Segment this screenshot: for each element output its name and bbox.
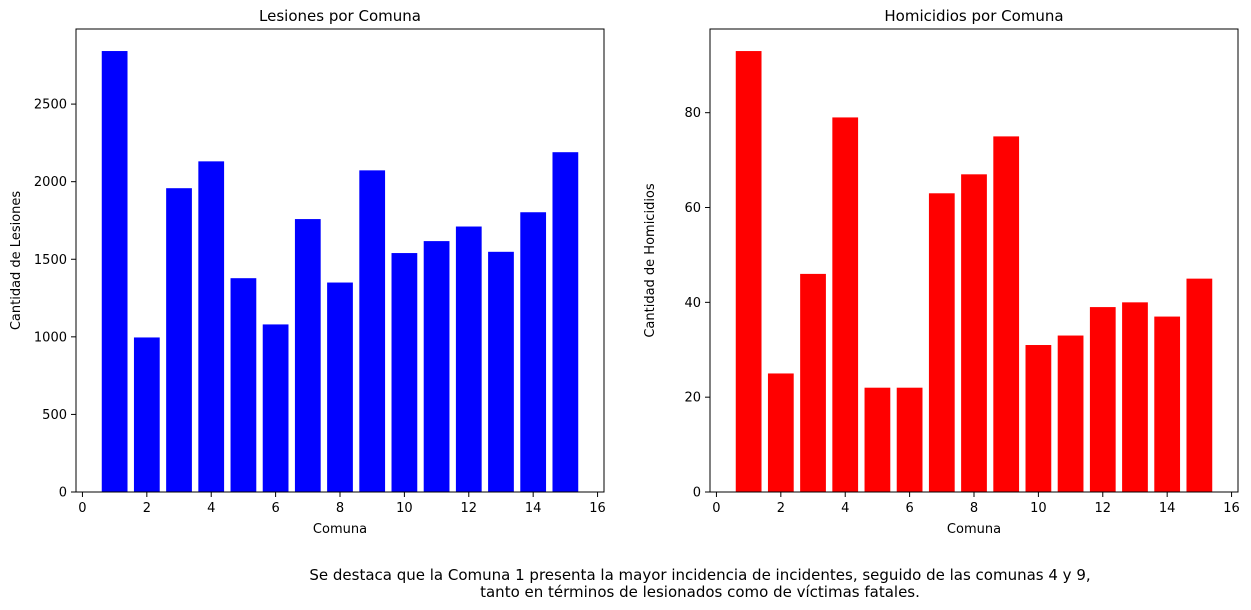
lesiones-bar-9	[359, 170, 386, 492]
lesiones-bar-6	[262, 324, 289, 492]
homicidios-bar-13	[1122, 302, 1148, 492]
homicidios-bar-14	[1154, 316, 1181, 492]
homicidios-ytick-label-40: 40	[684, 296, 701, 311]
homicidios-xtick-label-0: 0	[712, 501, 720, 516]
lesiones-xtick-label-16: 16	[589, 501, 606, 516]
lesiones-bar-14	[520, 212, 547, 492]
homicidios-ytick-label-20: 20	[684, 391, 701, 406]
lesiones-ylabel: Cantidad de Lesiones	[9, 191, 24, 331]
lesiones-bar-5	[230, 278, 257, 492]
homicidios-bar-12	[1089, 307, 1116, 492]
homicidios-ylabel: Cantidad de Homicidios	[643, 183, 658, 338]
homicidios-bar-8	[961, 174, 987, 492]
lesiones-xtick-label-14: 14	[525, 501, 542, 516]
caption-line-2: tanto en términos de lesionados como de …	[480, 583, 920, 601]
homicidios-xtick-label-6: 6	[905, 501, 913, 516]
lesiones-bar-7	[294, 219, 321, 492]
lesiones-title: Lesiones por Comuna	[259, 7, 421, 25]
homicidios-ytick-label-0: 0	[693, 486, 701, 501]
homicidios-xtick-label-10: 10	[1030, 501, 1047, 516]
lesiones-bar-4	[198, 161, 225, 492]
homicidios-xtick-label-14: 14	[1159, 501, 1176, 516]
caption: Se destaca que la Comuna 1 presenta la m…	[150, 567, 1250, 601]
lesiones-bar-2	[133, 337, 160, 492]
homicidios-bar-6	[896, 387, 923, 492]
homicidios-bar-4	[832, 117, 859, 492]
homicidios-ytick-label-80: 80	[684, 106, 701, 121]
lesiones-ytick-label-2000: 2000	[34, 175, 67, 190]
homicidios-bar-2	[767, 373, 794, 492]
lesiones-ytick-label-2500: 2500	[34, 98, 67, 113]
lesiones-xtick-label-10: 10	[396, 501, 413, 516]
lesiones-xtick-label-12: 12	[461, 501, 478, 516]
homicidios-bar-11	[1057, 335, 1084, 492]
lesiones-bar-11	[423, 241, 450, 492]
lesiones-ytick-label-1500: 1500	[34, 253, 67, 268]
homicidios-xlabel: Comuna	[947, 522, 1001, 537]
homicidios-bar-7	[928, 193, 955, 492]
lesiones-xtick-label-8: 8	[336, 501, 344, 516]
lesiones-chart: 0 2 4 6 8 10 12 14 16 0 500 1000 1500 2000 2500 Lesione…	[9, 7, 606, 537]
homicidios-bar-9	[993, 136, 1020, 492]
lesiones-ytick-label-0: 0	[59, 486, 67, 501]
lesiones-bar-8	[327, 282, 353, 492]
homicidios-bar-5	[864, 387, 891, 492]
homicidios-bar-3	[800, 273, 826, 492]
homicidios-xtick-label-12: 12	[1095, 501, 1112, 516]
lesiones-ytick-label-1000: 1000	[34, 330, 67, 345]
lesiones-xtick-label-6: 6	[271, 501, 279, 516]
homicidios-xtick-label-16: 16	[1223, 501, 1240, 516]
homicidios-bar-1	[735, 51, 762, 493]
caption-line-1: Se destaca que la Comuna 1 presenta la m…	[309, 566, 1091, 584]
homicidios-bar-15	[1186, 278, 1213, 492]
lesiones-xtick-label-4: 4	[207, 501, 215, 516]
lesiones-xlabel: Comuna	[313, 522, 367, 537]
lesiones-bar-15	[552, 152, 579, 492]
lesiones-xtick-label-0: 0	[78, 501, 86, 516]
lesiones-bar-13	[488, 251, 514, 492]
lesiones-bar-3	[166, 188, 192, 492]
homicidios-xtick-label-8: 8	[970, 501, 978, 516]
lesiones-bar-1	[101, 51, 128, 493]
lesiones-bar-10	[391, 253, 418, 492]
homicidios-chart: 0 2 4 6 8 10 12 14 16 0 20 40 60 80 Homicidios por Com…	[643, 7, 1240, 537]
homicidios-xtick-label-2: 2	[777, 501, 785, 516]
lesiones-ytick-label-500: 500	[42, 408, 67, 423]
charts-figure: 0 2 4 6 8 10 12 14 1605001000150020002500Lesione…	[9, 7, 1240, 537]
lesiones-xtick-label-2: 2	[143, 501, 151, 516]
homicidios-xtick-label-4: 4	[841, 501, 849, 516]
lesiones-bar-12	[455, 226, 482, 492]
homicidios-bar-10	[1025, 345, 1052, 492]
homicidios-ytick-label-60: 60	[684, 201, 701, 216]
homicidios-title: Homicidios por Comuna	[884, 7, 1063, 25]
